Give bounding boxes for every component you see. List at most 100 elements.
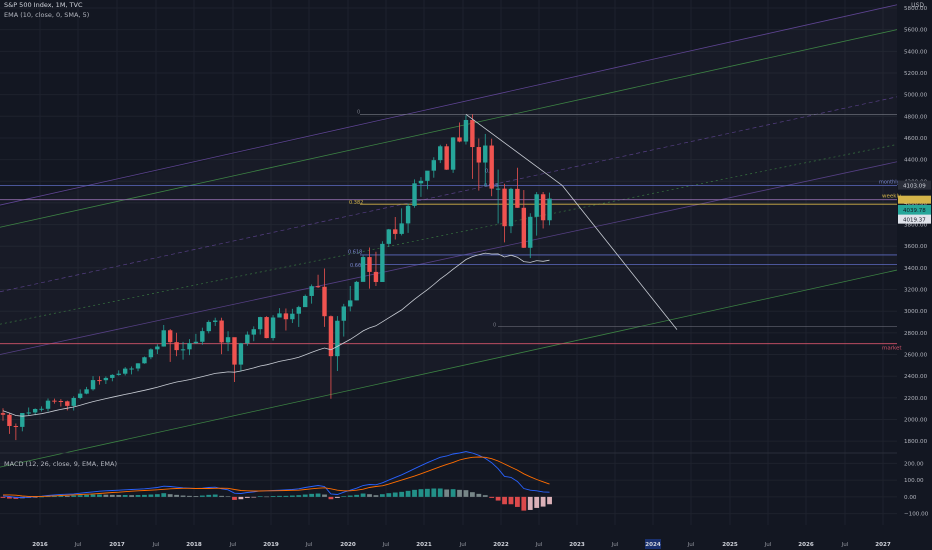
price-axis-tick-label: 5000.00 [904,93,928,99]
market-line-label: market [882,346,902,352]
candle-body [206,321,211,332]
macd-histogram-bar [508,496,514,505]
macd-histogram-bar [7,496,12,499]
macd-axis-tick-label: −100.00 [904,512,929,518]
macd-histogram-bar [521,496,527,511]
time-axis-label: 2021 [416,542,432,548]
candle-body [219,320,224,343]
macd-histogram-bar [437,488,443,497]
time-axis-label: Jul [74,542,82,548]
macd-histogram-bar [129,495,134,497]
candle-body [354,281,359,301]
price-axis-tick-label: 2200.00 [904,396,928,402]
monthly-line-label: monthly [879,180,900,186]
time-axis-label: 2026 [798,542,814,548]
time-axis-label: 2016 [32,542,48,548]
macd-histogram-bar [135,495,141,497]
candle-body [495,188,501,190]
macd-histogram-bar [547,496,552,505]
candle-body [84,389,89,394]
macd-histogram-bar [77,495,83,497]
candle-body [450,137,456,170]
macd-histogram-bar [347,495,353,497]
fib-level-label: 0.66 [350,263,361,269]
macd-histogram-bar [103,494,109,497]
price-axis-tick-label: 3400.00 [904,266,928,272]
candle-body [225,337,231,343]
price-axis-tick-label: 2400.00 [904,374,928,380]
candle-body [380,243,385,282]
time-axis-label: 2018 [186,542,202,548]
macd-histogram-bar [444,489,450,497]
candle-body [528,216,533,248]
candle-body [309,286,314,296]
macd-histogram-bar [405,490,411,497]
candle-body [328,316,334,357]
macd-histogram-bar [174,494,180,497]
candle-body [283,313,289,320]
candle-body [65,401,70,406]
channel-line-purple-mid [0,96,898,293]
candle-body [148,349,154,358]
macd-histogram-bar [399,491,405,497]
candle-body [142,357,147,364]
candle-body [122,368,128,374]
macd-histogram-bar [283,495,289,497]
macd-histogram-bar [392,492,398,497]
macd-histogram-bar [90,494,96,497]
price-axis-tick-label: 2000.00 [904,418,928,424]
macd-axis-tick-label: 0.00 [904,495,917,501]
macd-histogram-bar [489,496,495,498]
candle-body [251,329,256,335]
time-axis-bg [0,537,932,550]
candle-body [373,271,379,282]
ema-line [2,252,550,417]
candle-body [20,413,25,427]
currency-label: USD [911,2,924,9]
candle-body [167,330,173,343]
macd-histogram-bar [167,494,173,497]
macd-histogram-bar [457,489,462,497]
candle-body [367,257,372,272]
current-price-tag-text: 4039.78 [903,208,926,214]
fib-level-label: 0 [493,322,496,328]
candle-body [508,188,514,227]
macd-histogram-bar [309,493,315,497]
time-axis-label: Jul [305,542,313,548]
price-axis-tick-label: 3800.00 [904,223,928,229]
candle-body [341,306,346,321]
time-axis-label: Jul [611,542,619,548]
time-axis-label: Jul [687,542,695,548]
current-price-tag [898,204,931,215]
candle-body [470,119,475,148]
candle-body [303,295,308,308]
time-axis-label: Jul [459,542,467,548]
macd-histogram-bar [534,496,540,508]
macd-histogram-bar [515,496,520,507]
macd-histogram-bar [39,496,44,498]
macd-histogram-bar [373,495,379,497]
time-axis-label: 2024 [645,542,661,548]
candle-body [58,400,64,402]
macd-histogram-bar [302,494,308,497]
candle-body [174,342,179,351]
macd-histogram-bar [431,488,437,497]
candle-body [322,286,327,317]
candle-body [180,349,186,351]
macd-histogram-bar [264,496,270,498]
candle-body [45,400,51,409]
macd-histogram-bar [270,496,276,497]
candle-body [0,413,6,415]
candle-body [238,343,244,365]
macd-histogram-bar [244,496,250,498]
candle-body [97,380,102,382]
macd-histogram-bar [238,496,244,500]
macd-histogram-bar [469,492,475,497]
price-axis-tick-label: 2600.00 [904,353,928,359]
time-axis-label: Jul [229,542,237,548]
candle-body [431,160,437,171]
macd-histogram-bar [64,495,70,497]
weekly-line-label: weekly [882,194,902,200]
time-axis-label: 2025 [722,542,738,548]
